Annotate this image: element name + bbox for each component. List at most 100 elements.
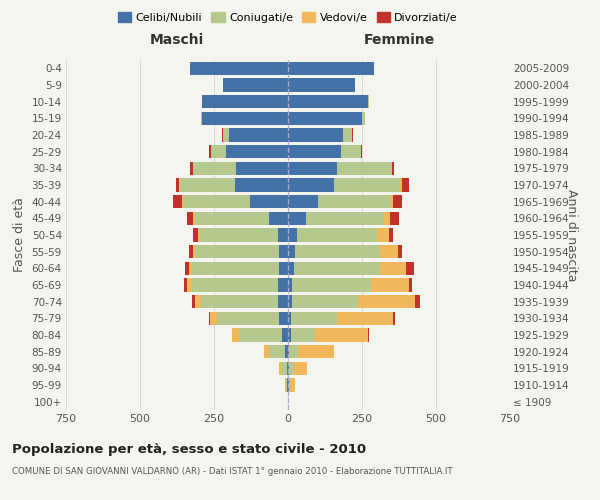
Bar bbox=[229, 128, 288, 141]
Bar bbox=[223, 128, 229, 141]
Bar bbox=[297, 228, 377, 241]
Bar bbox=[226, 145, 288, 158]
Bar bbox=[390, 212, 399, 225]
Bar bbox=[250, 195, 288, 208]
Bar bbox=[288, 128, 343, 141]
Text: Popolazione per età, sesso e stato civile - 2010: Popolazione per età, sesso e stato civil… bbox=[12, 442, 366, 456]
Bar bbox=[294, 362, 307, 375]
Bar bbox=[193, 228, 198, 241]
Bar bbox=[286, 378, 287, 392]
Bar bbox=[200, 295, 278, 308]
Bar bbox=[278, 278, 288, 291]
Bar bbox=[288, 362, 289, 375]
Bar bbox=[288, 78, 355, 92]
Bar bbox=[298, 345, 334, 358]
Bar bbox=[371, 278, 409, 291]
Bar bbox=[377, 228, 389, 241]
Bar bbox=[192, 295, 195, 308]
Bar bbox=[341, 145, 361, 158]
Bar bbox=[314, 328, 368, 342]
Bar bbox=[317, 195, 390, 208]
Text: Maschi: Maschi bbox=[150, 32, 204, 46]
Bar bbox=[392, 162, 394, 175]
Bar bbox=[289, 362, 294, 375]
Bar bbox=[334, 178, 400, 192]
Bar bbox=[239, 328, 282, 342]
Bar bbox=[288, 345, 289, 358]
Bar bbox=[291, 328, 314, 342]
Y-axis label: Anni di nascita: Anni di nascita bbox=[565, 188, 578, 281]
Bar bbox=[187, 212, 193, 225]
Bar bbox=[282, 328, 288, 342]
Bar bbox=[415, 295, 420, 308]
Bar bbox=[288, 95, 368, 108]
Bar bbox=[288, 245, 295, 258]
Bar bbox=[217, 312, 279, 325]
Bar bbox=[184, 278, 187, 291]
Bar bbox=[192, 278, 278, 291]
Bar bbox=[343, 128, 352, 141]
Bar bbox=[182, 195, 183, 208]
Bar bbox=[285, 345, 288, 358]
Bar bbox=[287, 362, 288, 375]
Text: Femmine: Femmine bbox=[364, 32, 434, 46]
Bar bbox=[400, 178, 402, 192]
Bar bbox=[278, 295, 288, 308]
Bar bbox=[292, 295, 358, 308]
Bar bbox=[202, 112, 288, 125]
Bar bbox=[288, 212, 306, 225]
Bar bbox=[393, 312, 395, 325]
Bar bbox=[406, 262, 414, 275]
Bar bbox=[288, 112, 362, 125]
Bar bbox=[187, 278, 192, 291]
Bar bbox=[173, 195, 182, 208]
Bar bbox=[288, 228, 297, 241]
Bar bbox=[281, 362, 287, 375]
Bar bbox=[289, 345, 298, 358]
Bar bbox=[288, 62, 374, 75]
Bar bbox=[306, 212, 384, 225]
Bar bbox=[180, 178, 235, 192]
Bar bbox=[183, 195, 250, 208]
Bar bbox=[279, 312, 288, 325]
Bar bbox=[389, 228, 393, 241]
Bar bbox=[195, 245, 279, 258]
Bar bbox=[189, 245, 193, 258]
Bar bbox=[337, 312, 393, 325]
Bar bbox=[235, 178, 288, 192]
Bar bbox=[279, 245, 288, 258]
Bar bbox=[288, 145, 341, 158]
Bar bbox=[190, 262, 192, 275]
Bar bbox=[358, 295, 415, 308]
Bar bbox=[295, 245, 380, 258]
Bar bbox=[398, 245, 402, 258]
Bar bbox=[390, 195, 393, 208]
Bar bbox=[193, 162, 236, 175]
Bar bbox=[195, 295, 200, 308]
Bar bbox=[294, 262, 380, 275]
Bar bbox=[402, 178, 409, 192]
Bar bbox=[193, 212, 195, 225]
Bar bbox=[393, 195, 402, 208]
Bar bbox=[269, 345, 285, 358]
Bar bbox=[236, 162, 288, 175]
Bar bbox=[361, 145, 362, 158]
Bar bbox=[185, 262, 190, 275]
Bar bbox=[288, 312, 291, 325]
Bar bbox=[176, 178, 179, 192]
Bar bbox=[288, 195, 317, 208]
Bar bbox=[368, 95, 370, 108]
Bar bbox=[288, 178, 334, 192]
Bar bbox=[288, 262, 294, 275]
Bar bbox=[409, 278, 412, 291]
Bar bbox=[223, 78, 288, 92]
Bar bbox=[211, 145, 226, 158]
Legend: Celibi/Nubili, Coniugati/e, Vedovi/e, Divorziati/e: Celibi/Nubili, Coniugati/e, Vedovi/e, Di… bbox=[113, 8, 463, 28]
Bar bbox=[288, 278, 292, 291]
Bar bbox=[190, 162, 193, 175]
Bar bbox=[288, 328, 291, 342]
Bar bbox=[202, 95, 288, 108]
Bar bbox=[279, 262, 288, 275]
Y-axis label: Fasce di età: Fasce di età bbox=[13, 198, 26, 272]
Bar bbox=[380, 262, 406, 275]
